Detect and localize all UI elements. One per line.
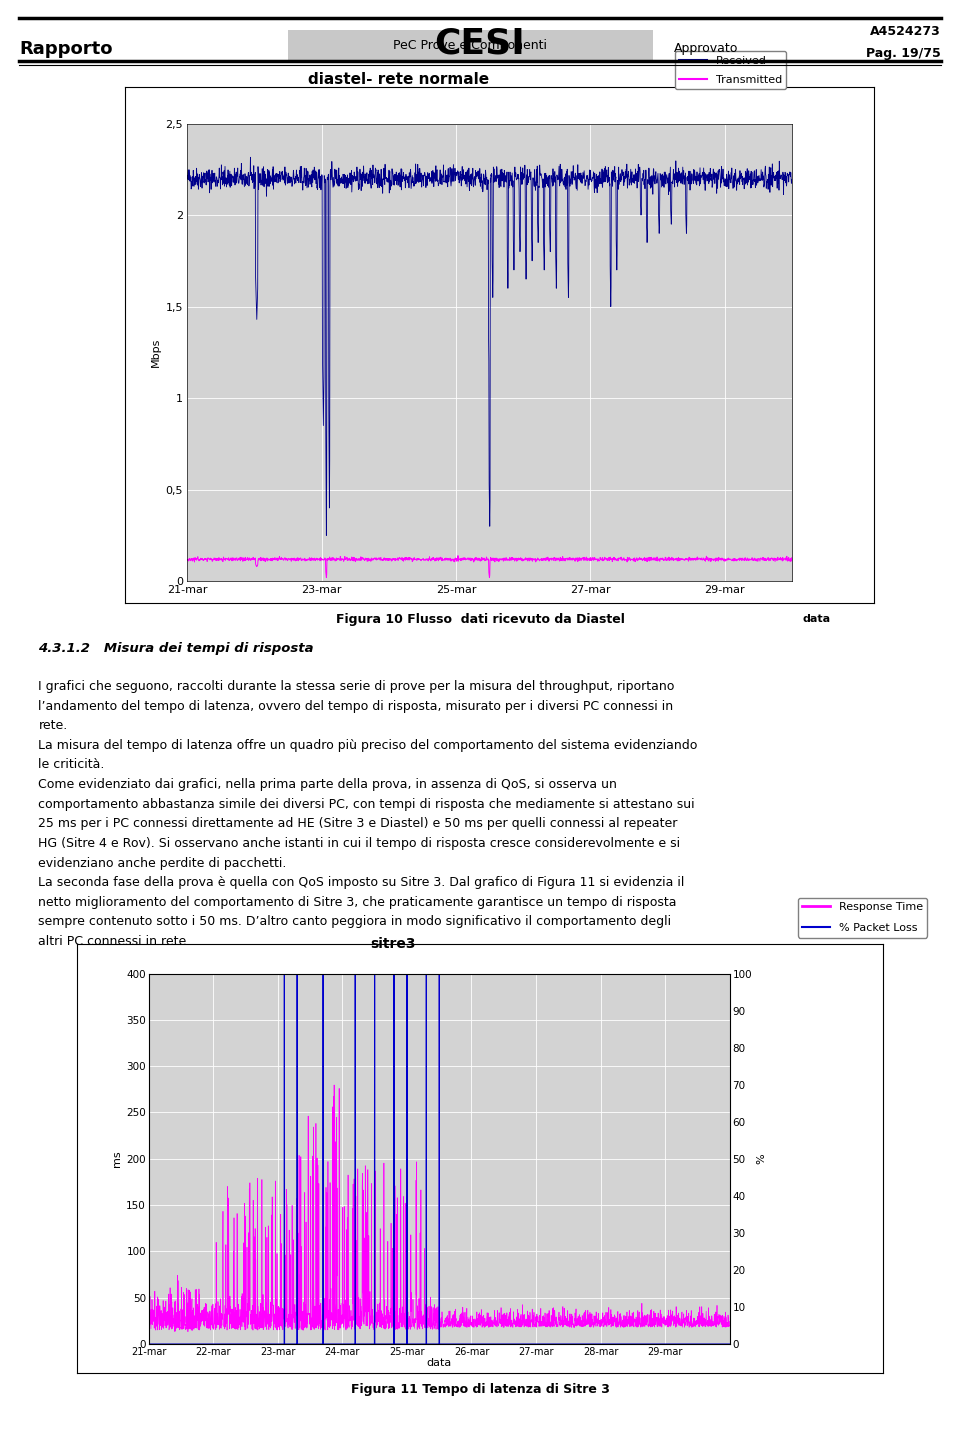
Text: CESI: CESI xyxy=(435,28,525,61)
Text: Come evidenziato dai grafici, nella prima parte della prova, in assenza di QoS, : Come evidenziato dai grafici, nella prim… xyxy=(38,777,617,790)
Legend: Response Time, % Packet Loss: Response Time, % Packet Loss xyxy=(798,898,927,937)
Text: A4524273: A4524273 xyxy=(870,25,941,38)
Text: La seconda fase della prova è quella con QoS imposto su Sitre 3. Dal grafico di : La seconda fase della prova è quella con… xyxy=(38,876,684,889)
Text: le criticità.: le criticità. xyxy=(38,758,105,772)
Text: sitre3: sitre3 xyxy=(370,937,416,952)
Text: PeC Prove e Componenti: PeC Prove e Componenti xyxy=(394,39,547,52)
Text: altri PC connessi in rete.: altri PC connessi in rete. xyxy=(38,936,191,947)
Text: Figura 10 Flusso  dati ricevuto da Diastel: Figura 10 Flusso dati ricevuto da Diaste… xyxy=(336,613,624,626)
Text: La misura del tempo di latenza offre un quadro più preciso del comportamento del: La misura del tempo di latenza offre un … xyxy=(38,738,698,751)
Text: I grafici che seguono, raccolti durante la stessa serie di prove per la misura d: I grafici che seguono, raccolti durante … xyxy=(38,680,675,693)
Text: Figura 11 Tempo di latenza di Sitre 3: Figura 11 Tempo di latenza di Sitre 3 xyxy=(350,1383,610,1396)
Text: comportamento abbastanza simile dei diversi PC, con tempi di risposta che mediam: comportamento abbastanza simile dei dive… xyxy=(38,798,695,811)
Y-axis label: %: % xyxy=(756,1154,766,1164)
Text: data: data xyxy=(802,615,830,625)
Text: Pag. 19/75: Pag. 19/75 xyxy=(866,48,941,60)
Text: diastel- rete normale: diastel- rete normale xyxy=(308,71,490,87)
Text: Approvato: Approvato xyxy=(673,42,738,55)
Text: l’andamento del tempo di latenza, ovvero del tempo di risposta, misurato per i d: l’andamento del tempo di latenza, ovvero… xyxy=(38,699,674,712)
Text: sempre contenuto sotto i 50 ms. D’altro canto peggiora in modo significativo il : sempre contenuto sotto i 50 ms. D’altro … xyxy=(38,915,672,928)
Text: netto miglioramento del comportamento di Sitre 3, che praticamente garantisce un: netto miglioramento del comportamento di… xyxy=(38,895,677,908)
Text: evidenziano anche perdite di pacchetti.: evidenziano anche perdite di pacchetti. xyxy=(38,857,287,869)
Legend: Received, Transmitted: Received, Transmitted xyxy=(675,51,786,89)
X-axis label: data: data xyxy=(426,1359,452,1369)
Text: rete.: rete. xyxy=(38,719,67,732)
Text: 4.3.1.2   Misura dei tempi di risposta: 4.3.1.2 Misura dei tempi di risposta xyxy=(38,642,314,655)
Text: HG (Sitre 4 e Rov). Si osservano anche istanti in cui il tempo di risposta cresc: HG (Sitre 4 e Rov). Si osservano anche i… xyxy=(38,837,681,850)
Y-axis label: Mbps: Mbps xyxy=(152,337,161,368)
Y-axis label: ms: ms xyxy=(112,1151,122,1167)
Text: Rapporto: Rapporto xyxy=(19,39,112,58)
Text: 25 ms per i PC connessi direttamente ad HE (Sitre 3 e Diastel) e 50 ms per quell: 25 ms per i PC connessi direttamente ad … xyxy=(38,817,678,830)
